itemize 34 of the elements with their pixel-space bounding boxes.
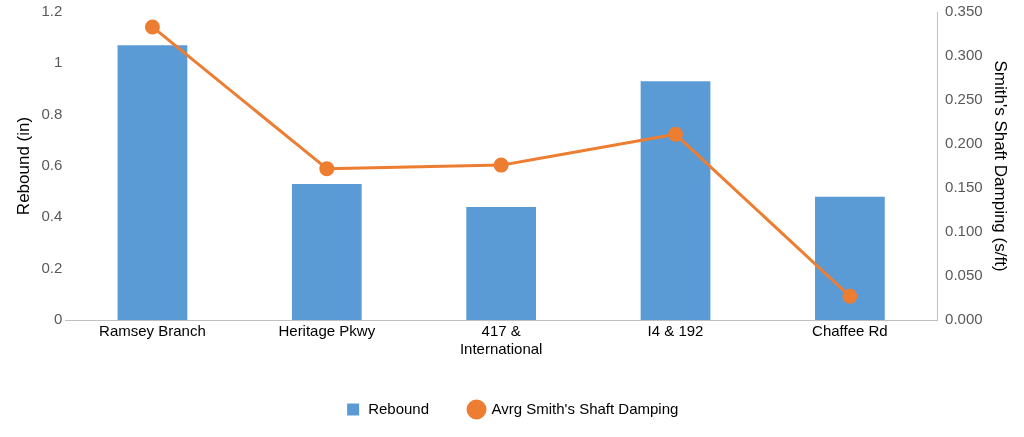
x-tick-label: I4 & 192 <box>647 322 704 340</box>
y2-tick-label: 0.150 <box>945 178 983 196</box>
bar <box>640 81 711 320</box>
y-tick-label: 0.6 <box>41 156 63 174</box>
x-tick-label: Chaffee Rd <box>812 322 888 340</box>
y-axis-title: Rebound (in) <box>13 116 33 216</box>
point <box>319 161 335 177</box>
bar <box>117 45 188 320</box>
x-tick-label: 417 & International <box>459 322 543 358</box>
y2-tick-label: 0.100 <box>945 222 983 240</box>
y-tick-label: 1 <box>53 53 63 71</box>
y2-tick-label: 0.200 <box>945 134 983 152</box>
legend-label: Avrg Smith's Shaft Damping <box>491 399 679 417</box>
y2-axis-title: Smith's Shaft Damping (s/ft) <box>991 60 1011 272</box>
bar <box>466 207 537 320</box>
bar <box>291 183 362 320</box>
y2-tick-label: 0.350 <box>945 2 983 20</box>
y-tick-label: 0.8 <box>41 104 63 122</box>
y-tick-label: 0.4 <box>41 207 63 225</box>
y-tick-label: 0.2 <box>41 258 63 276</box>
x-tick-label: Ramsey Branch <box>99 322 206 340</box>
y-tick-label: 0 <box>53 310 63 328</box>
y2-tick-label: 0.050 <box>945 266 983 284</box>
point <box>668 126 684 142</box>
point <box>144 19 160 35</box>
x-tick-label: Heritage Pkwy <box>278 322 376 340</box>
y2-tick-label: 0.250 <box>945 90 983 108</box>
y2-tick-label: 0.000 <box>945 310 983 328</box>
y2-tick-label: 0.300 <box>945 46 983 64</box>
legend-label: Rebound <box>368 399 430 417</box>
y-tick-label: 1.2 <box>41 2 63 20</box>
point <box>493 157 509 173</box>
point <box>842 288 858 304</box>
bar <box>815 196 885 320</box>
